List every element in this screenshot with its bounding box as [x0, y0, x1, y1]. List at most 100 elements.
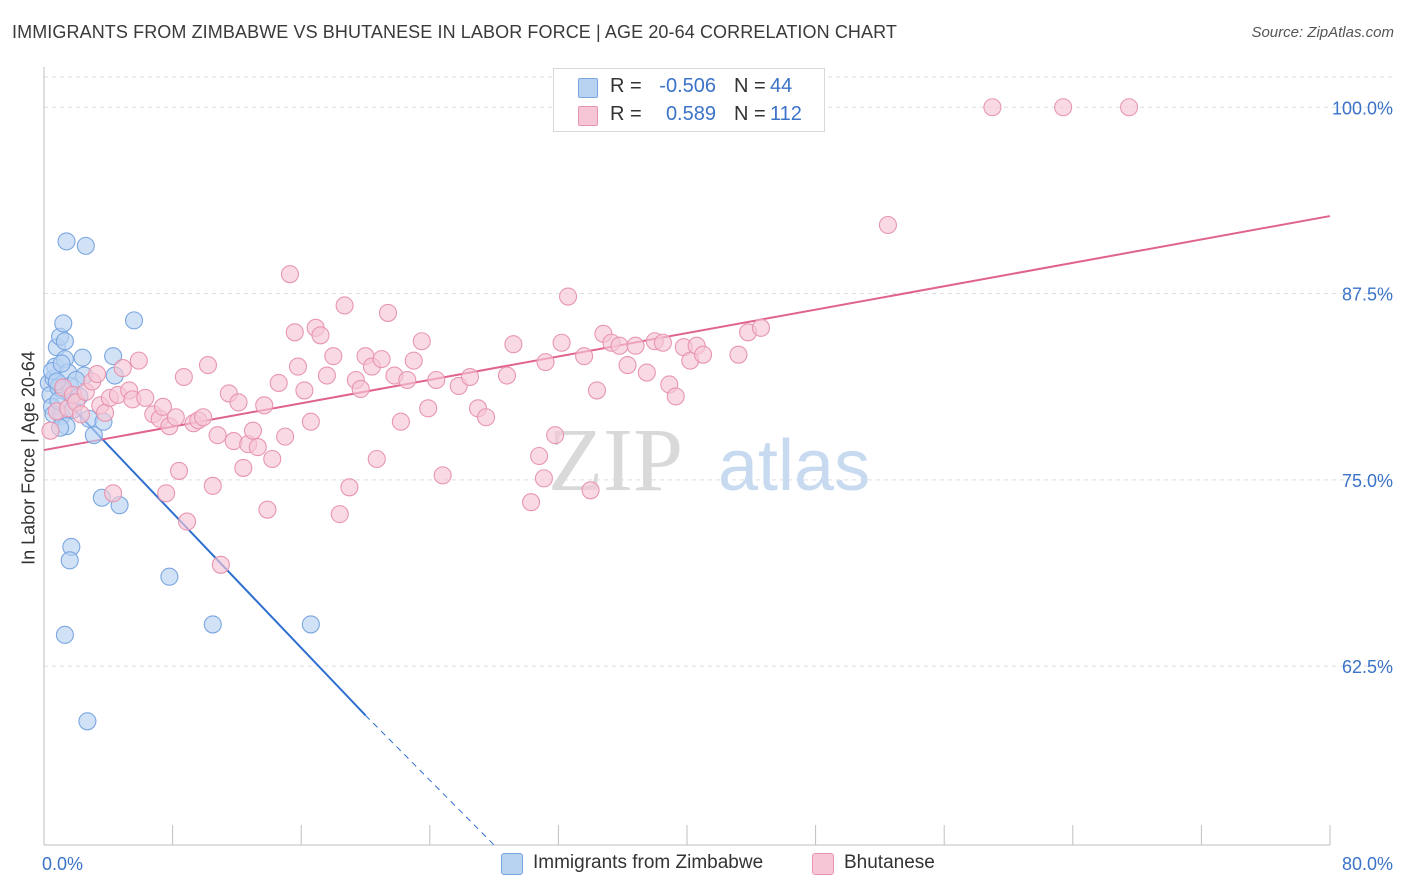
bhutanese-point	[552, 333, 571, 352]
watermark-atlas: atlas	[718, 426, 870, 506]
zimbabwe-point	[55, 332, 74, 351]
bhutanese-point	[129, 351, 148, 370]
series-label-bhutanese: Bhutanese	[844, 852, 935, 873]
bhutanese-point	[178, 512, 197, 531]
bhutanese-point	[194, 408, 213, 427]
zimbabwe-point	[54, 314, 73, 333]
legend-n-label: N =	[734, 103, 766, 125]
bhutanese-point	[497, 366, 517, 385]
bhutanese-point	[626, 336, 645, 355]
zimbabwe-point	[78, 712, 97, 731]
bhutanese-point	[203, 476, 222, 495]
data-points	[39, 98, 1139, 731]
bhutanese-point	[983, 98, 1002, 117]
bhutanese-point	[666, 387, 685, 406]
bhutanese-point	[71, 405, 91, 424]
bhutanese-point	[317, 366, 336, 385]
y-tick-label: 87.5%	[1342, 285, 1393, 305]
legend-r-label: R =	[610, 75, 642, 97]
series-swatch-bhutanese	[812, 853, 834, 875]
bhutanese-point	[255, 396, 274, 415]
legend-swatch-bhutanese	[578, 106, 598, 126]
tick-labels: 100.0% 87.5% 75.0% 62.5% 0.0% 80.0%	[42, 98, 1393, 874]
bhutanese-point	[280, 265, 299, 284]
bhutanese-point	[330, 505, 349, 524]
legend-row-zimbabwe: R = -0.506 N = 44	[554, 73, 824, 101]
legend-n-value: 44	[770, 75, 793, 97]
series-swatch-zimbabwe	[501, 853, 523, 875]
bhutanese-point	[477, 408, 496, 427]
zimbabwe-point	[203, 615, 222, 634]
x-tick-label: 0.0%	[42, 854, 83, 874]
bhutanese-point	[198, 356, 218, 375]
bhutanese-point	[581, 481, 600, 500]
bhutanese-point	[248, 438, 267, 457]
bhutanese-point	[269, 373, 288, 393]
bhutanese-point	[1054, 98, 1073, 117]
y-axis-title: In Labor Force | Age 20-64	[18, 351, 39, 565]
bhutanese-point	[335, 296, 354, 315]
y-tick-label: 100.0%	[1332, 98, 1393, 118]
zimbabwe-point	[55, 625, 74, 644]
bhutanese-point	[378, 303, 398, 322]
bhutanese-point	[41, 421, 60, 440]
y-tick-label: 62.5%	[1342, 657, 1393, 677]
chart-source: Source: ZipAtlas.com	[1251, 24, 1394, 41]
bhutanese-point	[536, 353, 555, 372]
bhutanese-point	[653, 333, 672, 352]
bhutanese-point	[263, 449, 282, 469]
bhutanese-point	[104, 484, 123, 503]
zimbabwe-point	[57, 232, 76, 251]
bhutanese-point	[324, 347, 343, 366]
zimbabwe-point	[124, 311, 144, 330]
bhutanese-point	[243, 421, 263, 440]
zimbabwe-point	[104, 347, 123, 366]
bhutanese-point	[113, 359, 132, 378]
bhutanese-point	[878, 215, 897, 235]
bhutanese-point	[534, 469, 553, 488]
bhutanese-point	[285, 323, 304, 342]
bhutanese-point	[301, 412, 320, 431]
series-label-zimbabwe: Immigrants from Zimbabwe	[533, 852, 764, 873]
bhutanese-point	[295, 381, 314, 400]
bhutanese-point	[157, 484, 176, 503]
bhutanese-point	[546, 426, 565, 445]
bhutanese-point	[460, 367, 480, 387]
bhutanese-point	[169, 461, 189, 480]
x-tick-label: 80.0%	[1342, 854, 1393, 874]
zimbabwe-trend-extension	[365, 714, 495, 846]
bhutanese-point	[351, 379, 370, 398]
bhutanese-point	[372, 350, 391, 369]
legend-swatch-zimbabwe	[578, 78, 598, 98]
y-tick-label: 75.0%	[1342, 471, 1393, 491]
bhutanese-point	[427, 370, 446, 390]
bhutanese-point	[391, 412, 410, 431]
bhutanese-point	[311, 326, 330, 345]
zimbabwe-point	[84, 426, 103, 445]
bhutanese-point	[153, 397, 173, 416]
bhutanese-point	[729, 345, 748, 364]
bhutanese-point	[208, 426, 227, 445]
bhutanese-point	[522, 493, 541, 512]
watermark: ZIP atlas	[548, 411, 870, 510]
bhutanese-point	[558, 287, 578, 306]
bhutanese-point	[174, 367, 193, 387]
bhutanese-point	[575, 347, 594, 366]
bhutanese-point	[136, 388, 155, 407]
zimbabwe-point	[60, 551, 79, 570]
zimbabwe-point	[160, 567, 179, 586]
bhutanese-point	[610, 336, 629, 355]
bhutanese-point	[288, 357, 308, 376]
bhutanese-point	[587, 381, 607, 400]
chart-title: IMMIGRANTS FROM ZIMBABWE VS BHUTANESE IN…	[12, 22, 898, 42]
bhutanese-point	[276, 427, 295, 446]
bhutanese-point	[694, 345, 713, 364]
bhutanese-point	[258, 500, 277, 519]
legend-r-value: 0.589	[665, 103, 716, 125]
zimbabwe-point	[301, 615, 320, 634]
bhutanese-point	[419, 399, 438, 418]
grid-lines	[44, 76, 1394, 667]
bhutanese-point	[637, 363, 656, 382]
trend-lines	[43, 215, 1331, 846]
